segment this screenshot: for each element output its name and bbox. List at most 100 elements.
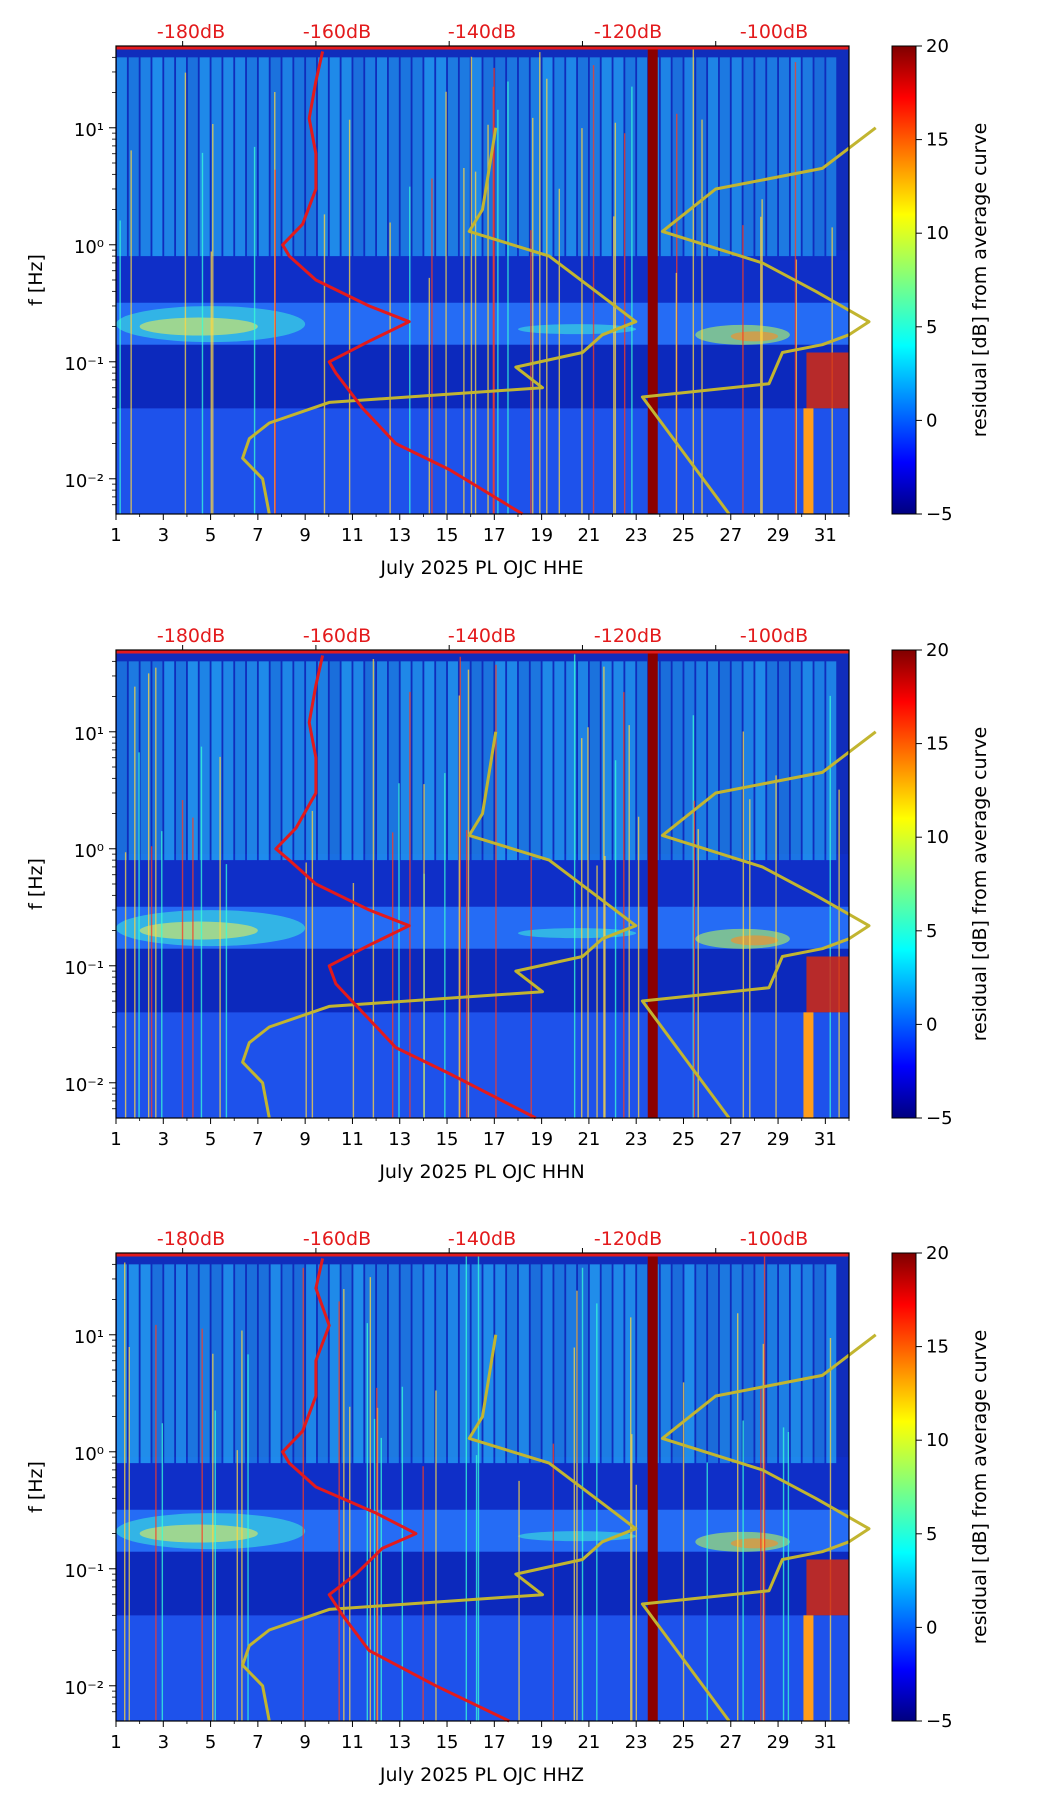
colorbar-hhe: 20 15 10 5 0 −5 residual [dB] from average cu… (891, 36, 991, 525)
daily-noise-stripe (507, 1264, 518, 1464)
x-tick-label: 23 (625, 1129, 648, 1150)
daily-noise-stripe (637, 1264, 648, 1464)
daily-noise-stripe (530, 57, 541, 257)
event-band (806, 956, 849, 1013)
colorbar-tick-label: 15 (926, 1337, 949, 1358)
daily-noise-stripe (306, 57, 317, 257)
daily-noise-stripe (447, 661, 458, 861)
daily-noise-stripe (471, 661, 482, 861)
x-axis-hhz: 1 3 5 7 9 11 13 15 17 19 21 23 25 27 29 31 (110, 1248, 850, 1753)
colorbar-label: residual [dB] from average curve (969, 123, 991, 438)
x-tick-label: 19 (530, 1129, 553, 1150)
daily-noise-stripe (625, 57, 636, 257)
colorbar-scale (891, 1252, 917, 1722)
daily-noise-stripe (400, 661, 411, 861)
x-tick-label: 25 (672, 525, 695, 546)
colorbar-tick-label: 5 (926, 1524, 937, 1545)
frequency-band (116, 344, 849, 409)
top-tick-label: -180dB (157, 1228, 225, 1250)
daily-noise-stripe (176, 57, 187, 257)
daily-noise-stripe (294, 661, 305, 861)
colorbar-hhz: 20 15 10 5 0 −5 residual [dB] from average cu… (891, 1243, 991, 1732)
x-tick-label: 27 (719, 1732, 742, 1753)
x-tick-label: 9 (299, 525, 310, 546)
x-tick-label: 13 (388, 1732, 411, 1753)
frequency-band (116, 948, 849, 1013)
daily-noise-stripe (388, 661, 399, 861)
daily-noise-stripe (589, 1264, 600, 1464)
daily-noise-stripe (424, 1264, 435, 1464)
daily-noise-stripe (637, 57, 648, 257)
event-band (803, 1012, 814, 1118)
daily-noise-stripe (719, 57, 730, 257)
daily-noise-stripe (790, 661, 801, 861)
daily-noise-stripe (660, 661, 671, 861)
frequency-band (116, 1012, 849, 1118)
daily-noise-stripe (637, 661, 648, 861)
x-tick-label: 31 (814, 1129, 837, 1150)
noise-model-curve (241, 127, 638, 515)
daily-noise-stripe (353, 661, 364, 861)
daily-noise-stripe (152, 57, 163, 257)
daily-noise-stripe (211, 661, 222, 861)
daily-noise-stripe (459, 1264, 470, 1464)
daily-noise-stripe (731, 57, 742, 257)
y-axis-label: f [Hz] (25, 254, 47, 306)
spectrogram-hhn (116, 650, 877, 1120)
daily-noise-stripe (128, 1264, 139, 1464)
x-tick-label: 23 (625, 525, 648, 546)
daily-noise-stripe (802, 57, 813, 257)
daily-noise-stripe (258, 1264, 269, 1464)
y-tick-label: 10⁻² (64, 1678, 104, 1699)
daily-noise-stripe (708, 661, 719, 861)
daily-noise-stripe (672, 1264, 683, 1464)
daily-noise-stripe (554, 57, 565, 257)
daily-noise-stripe (211, 57, 222, 257)
daily-noise-stripe (258, 57, 269, 257)
x-tick-label: 7 (252, 525, 263, 546)
daily-noise-stripe (814, 57, 825, 257)
daily-noise-stripe (436, 661, 447, 861)
daily-noise-stripe (270, 57, 281, 257)
x-tick-label: 15 (436, 1732, 459, 1753)
daily-noise-stripe (306, 661, 317, 861)
x-tick-label: 21 (577, 1129, 600, 1150)
daily-noise-stripe (542, 661, 553, 861)
top-tick-label: -140dB (448, 625, 516, 647)
top-tick-label: -160dB (303, 1228, 371, 1250)
daily-noise-stripe (495, 57, 506, 257)
x-tick-label: 17 (483, 1129, 506, 1150)
top-ticks-hhe: -180dB -160dB -140dB -120dB -100dB (157, 21, 808, 43)
x-tick-label: 7 (252, 1732, 263, 1753)
x-tick-label: 21 (577, 1732, 600, 1753)
daily-noise-stripe (696, 1264, 707, 1464)
y-tick-label: 10⁰ (74, 1444, 104, 1465)
noise-model-curve (640, 730, 877, 1119)
daily-noise-stripe (802, 1264, 813, 1464)
daily-noise-stripe (447, 57, 458, 257)
daily-noise-stripe (708, 1264, 719, 1464)
daily-noise-stripe (767, 1264, 778, 1464)
x-tick-label: 9 (299, 1732, 310, 1753)
daily-noise-stripe (270, 1264, 281, 1464)
daily-noise-stripe (235, 1264, 246, 1464)
daily-noise-stripe (601, 57, 612, 257)
x-tick-label: 17 (483, 1732, 506, 1753)
daily-noise-stripe (223, 57, 234, 257)
daily-noise-stripe (672, 661, 683, 861)
daily-noise-stripe (790, 1264, 801, 1464)
daily-noise-stripe (566, 661, 577, 861)
daily-noise-stripe (542, 57, 553, 257)
daily-noise-stripe (282, 1264, 293, 1464)
daily-noise-stripe (377, 57, 388, 257)
top-tick-label: -140dB (448, 1228, 516, 1250)
daily-noise-stripe (802, 661, 813, 861)
x-tick-label: 29 (767, 525, 790, 546)
noise-model-curve (640, 1333, 877, 1722)
colorbar-tick-label: −5 (926, 504, 953, 525)
daily-noise-stripe (400, 1264, 411, 1464)
daily-noise-stripe (317, 661, 328, 861)
event-band (803, 408, 814, 514)
